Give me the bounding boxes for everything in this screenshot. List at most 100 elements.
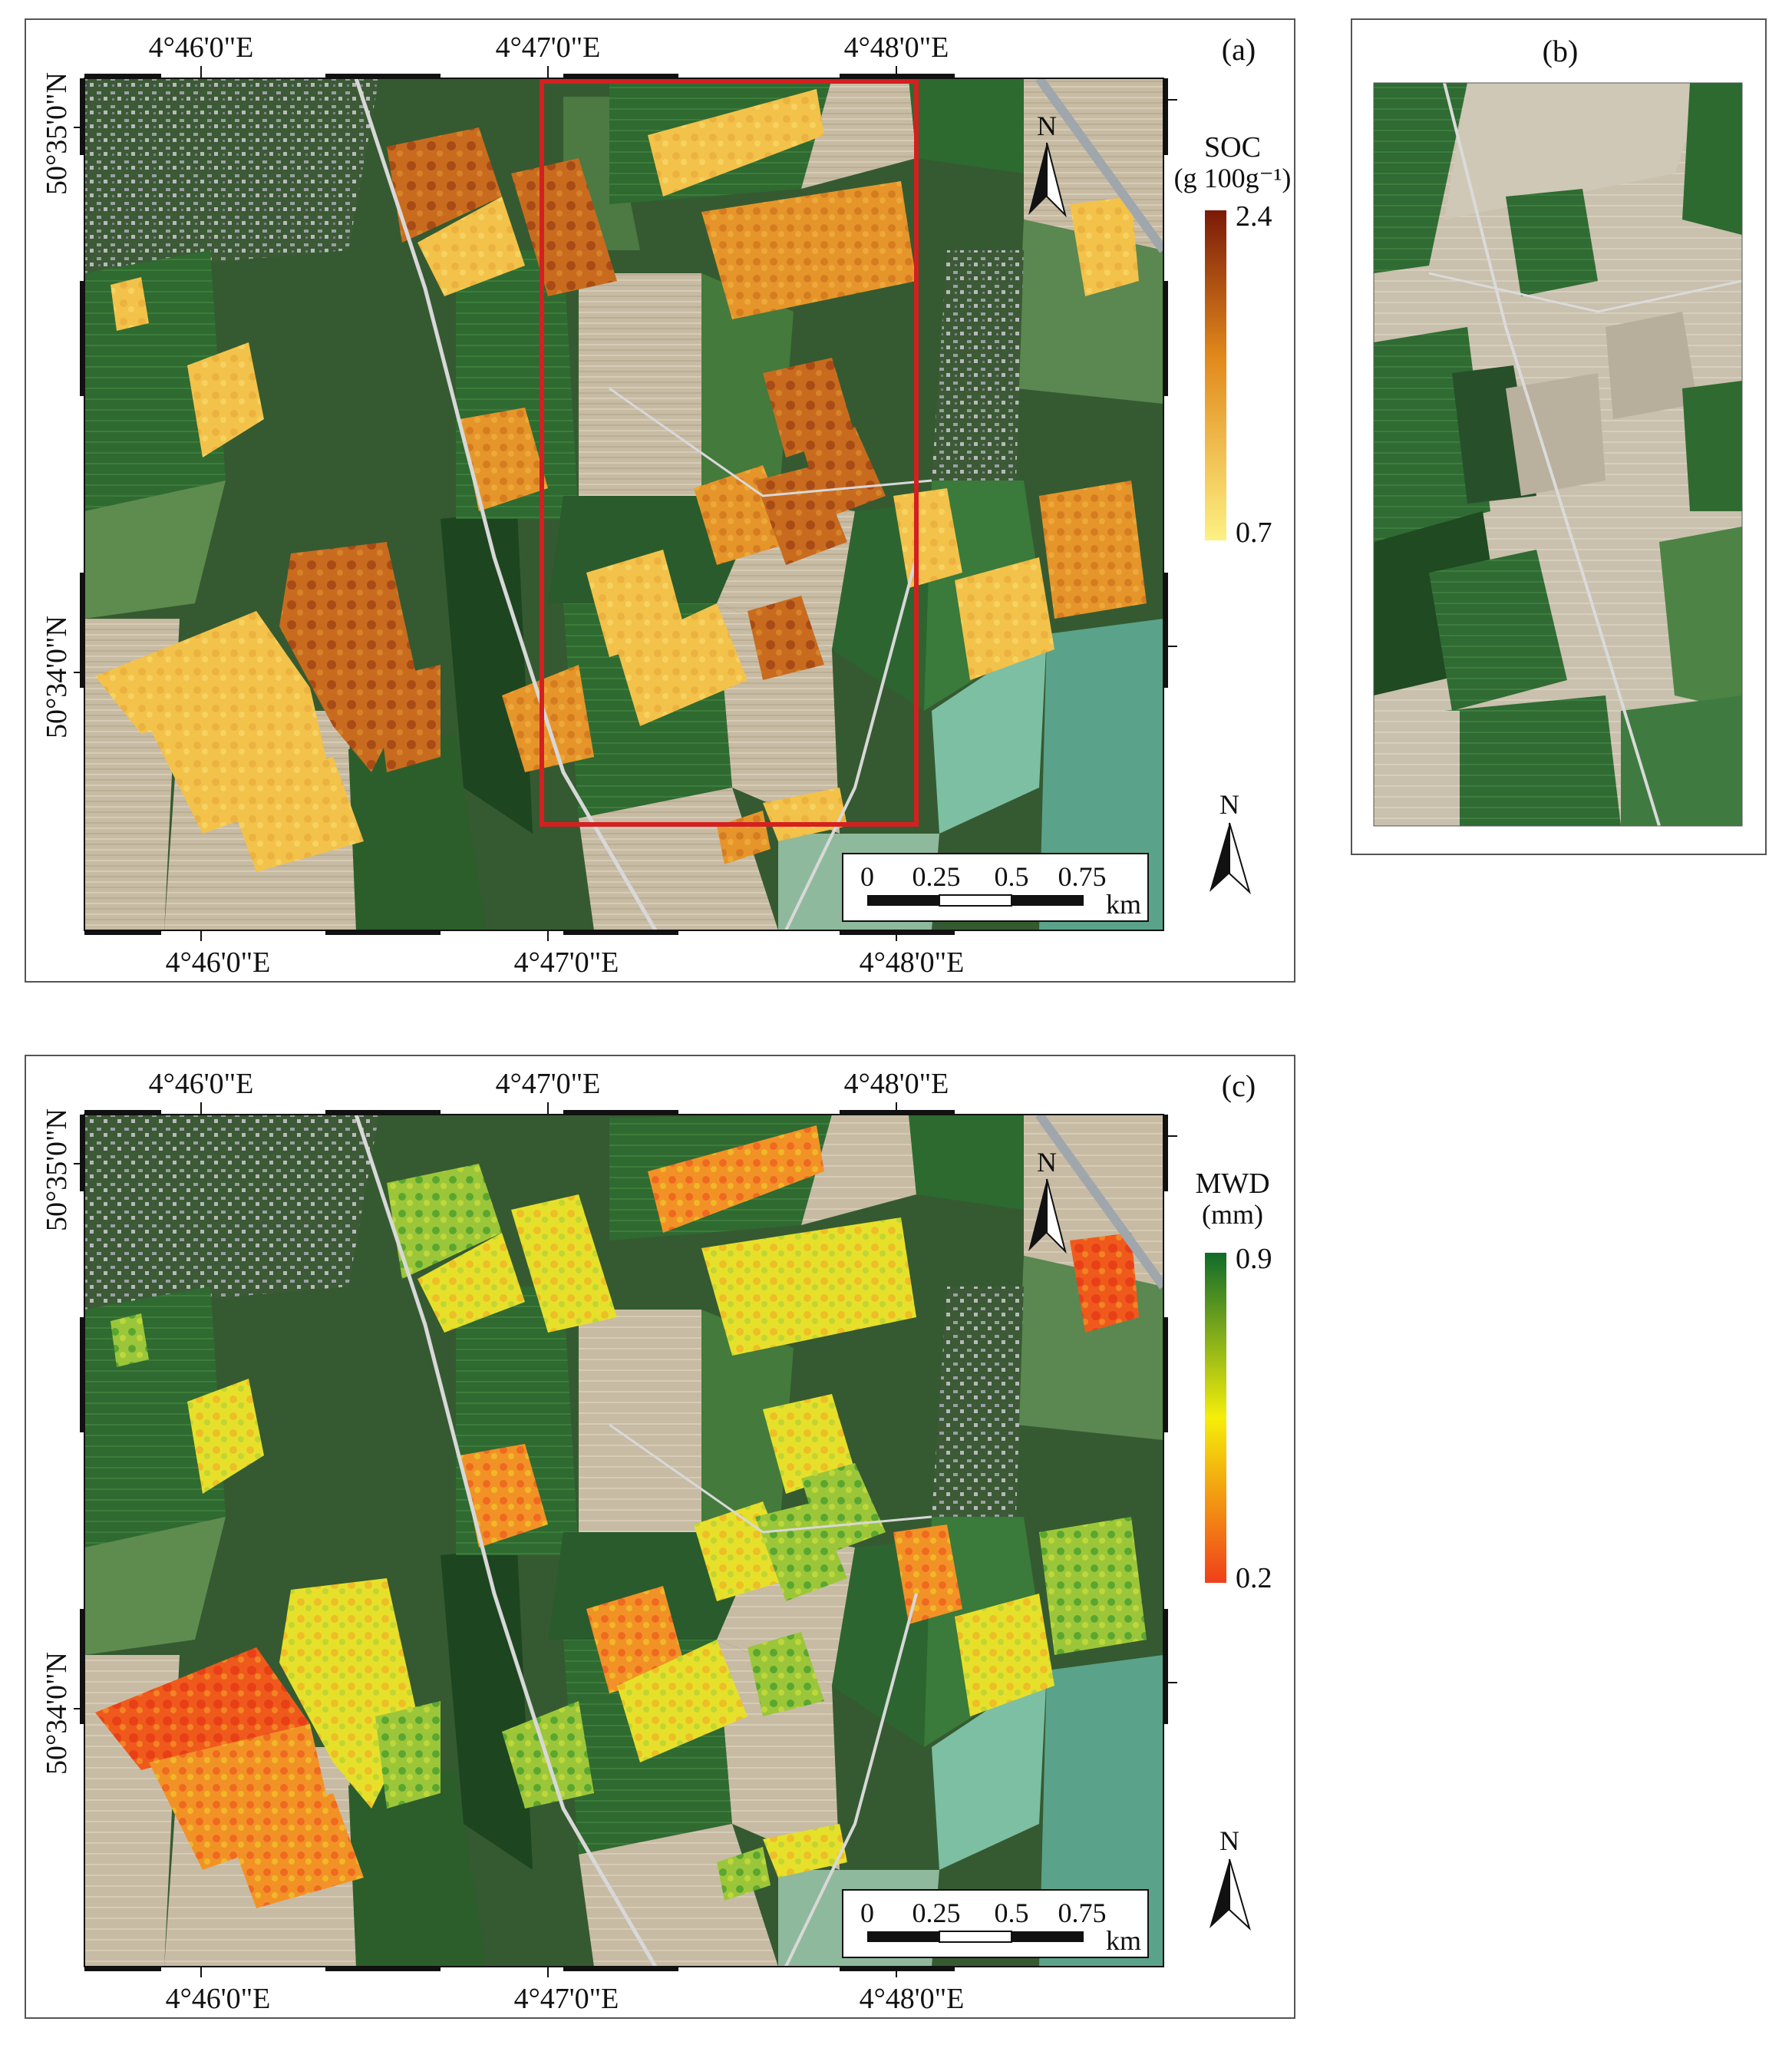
mwd-field <box>763 1824 847 1878</box>
mwd-field <box>511 1194 617 1333</box>
village-area <box>84 1115 379 1310</box>
scale-tick: 0 <box>860 1898 874 1928</box>
soc-field <box>111 277 149 331</box>
bottom-lon-label: 4°46'0"E <box>166 1983 271 2015</box>
panel-a-svg: 4°46'0"E 4°47'0"E 4°48'0"E 4°46'0"E 4°47… <box>41 31 1292 979</box>
mwd-field <box>717 1847 771 1901</box>
legend-unit: (mm) <box>1202 1199 1263 1230</box>
top-lon-label: 4°48'0"E <box>844 1068 949 1100</box>
legend-color-ramp <box>1205 1253 1226 1583</box>
panel-b-svg: (b) <box>1373 34 1743 827</box>
soc-field <box>648 89 824 197</box>
scale-tick: 0.25 <box>913 1898 961 1928</box>
mwd-field <box>747 1632 824 1716</box>
soc-field <box>375 665 441 772</box>
scale-bar: 0 0.25 0.5 0.75 km <box>842 1889 1149 1958</box>
mwd-legend: MWD (mm) 0.9 0.2 <box>1195 1168 1272 1594</box>
mwd-field <box>1070 1233 1139 1333</box>
water-meadow <box>1039 1655 1163 1967</box>
legend-unit: (g 100g⁻¹) <box>1174 163 1292 193</box>
panel-tag: (c) <box>1222 1069 1256 1103</box>
left-lat-label: 50°35'0"N <box>41 1108 73 1231</box>
bottom-lon-label: 4°48'0"E <box>860 946 965 979</box>
soc-field <box>1039 481 1147 619</box>
mwd-field <box>648 1125 824 1233</box>
soc-field <box>617 603 747 726</box>
mwd-field <box>111 1313 149 1367</box>
mwd-field <box>617 1640 747 1762</box>
mwd-field <box>701 1217 916 1356</box>
soc-field <box>893 488 962 588</box>
mwd-field <box>955 1594 1054 1716</box>
scale-unit: km <box>1106 1925 1141 1956</box>
mwd-field <box>226 1793 364 1908</box>
north-label: N <box>1219 789 1239 820</box>
north-arrow-icon: N <box>1028 1147 1067 1254</box>
legend-max: 2.4 <box>1236 200 1272 233</box>
panel-b-imagery <box>1374 83 1742 826</box>
north-label: N <box>1037 1147 1057 1178</box>
north-label: N <box>1219 1825 1239 1856</box>
panel-tag: (b) <box>1543 34 1579 68</box>
mwd-field <box>95 1647 310 1770</box>
panel-c-mwd-map: 4°46'0"E 4°47'0"E 4°48'0"E 4°46'0"E 4°47… <box>25 1055 1295 2019</box>
forest-patch <box>441 1548 533 1870</box>
north-arrow-icon: N <box>1210 789 1251 895</box>
scale-tick: 0.75 <box>1058 1898 1107 1928</box>
mwd-field <box>187 1379 264 1494</box>
legend-title: MWD <box>1195 1168 1269 1200</box>
panel-a-soc-map: 4°46'0"E 4°47'0"E 4°48'0"E 4°46'0"E 4°47… <box>25 18 1295 983</box>
panel-a-imagery <box>84 78 1163 930</box>
panel-c-imagery <box>84 1115 1163 1967</box>
scale-tick: 0.5 <box>995 861 1029 892</box>
left-lat-label: 50°34'0"N <box>41 1652 73 1775</box>
scale-bar: 0 0.25 0.5 0.75 km <box>842 853 1149 922</box>
highway <box>1035 78 1163 253</box>
bottom-lon-label: 4°47'0"E <box>514 1983 619 2015</box>
bottom-lon-label: 4°46'0"E <box>166 946 271 979</box>
soc-field <box>701 181 916 319</box>
soc-field <box>417 197 525 296</box>
north-arrow-icon: N <box>1028 111 1067 218</box>
panel-a-border-ticks <box>74 66 1177 941</box>
legend-color-ramp <box>1205 210 1226 540</box>
scale-tick: 0.25 <box>913 861 961 892</box>
soc-field <box>511 158 617 296</box>
subset-box <box>540 79 919 827</box>
mwd-field <box>375 1701 441 1809</box>
mwd-field <box>387 1164 502 1279</box>
legend-title: SOC <box>1204 131 1261 164</box>
soc-field <box>460 408 548 511</box>
left-lat-label: 50°34'0"N <box>41 616 73 738</box>
road <box>354 1115 658 1967</box>
panel-b-rgb-subset: (b) <box>1351 18 1767 855</box>
mwd-field <box>460 1444 548 1548</box>
scale-tick: 0.75 <box>1058 861 1107 892</box>
village-area <box>84 78 379 273</box>
panel-c-svg: 4°46'0"E 4°47'0"E 4°48'0"E 4°46'0"E 4°47… <box>41 1068 1272 2015</box>
soc-field <box>226 757 364 872</box>
soc-field <box>955 557 1054 680</box>
soc-field <box>187 342 264 457</box>
water-meadow <box>1039 619 1163 930</box>
mwd-field <box>763 1394 855 1494</box>
north-arrow-icon: N <box>1210 1825 1251 1931</box>
bottom-lon-label: 4°47'0"E <box>514 946 619 979</box>
soc-legend: SOC (g 100g⁻¹) 2.4 0.7 <box>1174 131 1292 549</box>
soc-field <box>763 788 847 841</box>
legend-max: 0.9 <box>1236 1243 1272 1275</box>
forest-patch <box>441 511 533 834</box>
top-lon-label: 4°47'0"E <box>496 31 601 64</box>
top-lon-label: 4°47'0"E <box>496 1068 601 1100</box>
soc-field <box>763 358 855 457</box>
panel-c-border-ticks <box>74 1102 1177 1977</box>
scale-tick: 0 <box>860 861 874 892</box>
bottom-lon-label: 4°48'0"E <box>860 1983 965 2015</box>
legend-min: 0.2 <box>1236 1562 1272 1594</box>
left-lat-label: 50°35'0"N <box>41 72 73 195</box>
soc-field <box>95 611 310 734</box>
scale-unit: km <box>1106 889 1141 920</box>
panel-tag: (a) <box>1222 32 1256 67</box>
mwd-field <box>893 1524 962 1624</box>
scale-tick: 0.5 <box>995 1898 1029 1928</box>
